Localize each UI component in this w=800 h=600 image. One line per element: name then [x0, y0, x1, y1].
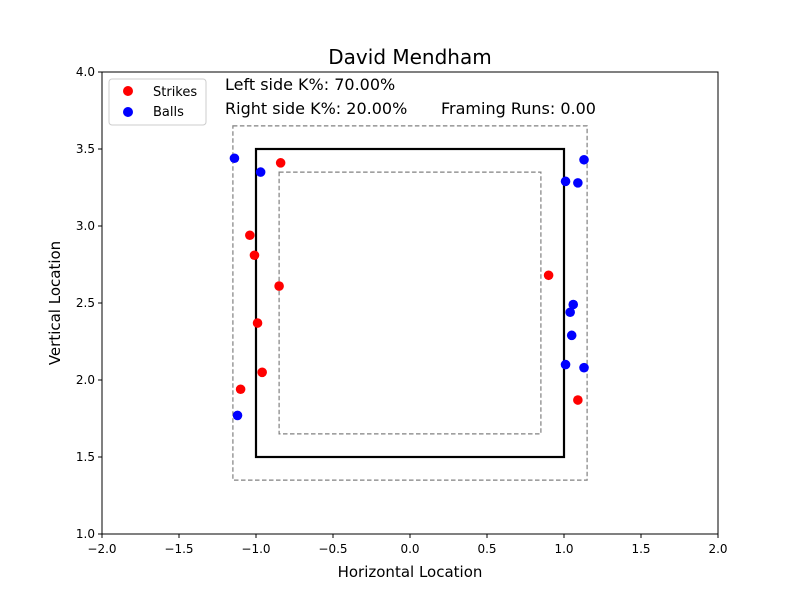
legend-marker-balls — [123, 107, 133, 117]
strike-point-3 — [274, 281, 284, 291]
strike-point-1 — [245, 230, 255, 241]
x-axis-label: Horizontal Location — [338, 563, 483, 581]
y-axis-label: Vertical Location — [46, 241, 64, 365]
x-tick-label: 2.0 — [708, 542, 727, 556]
ball-point-10 — [579, 362, 589, 373]
strike-point-7 — [543, 270, 554, 281]
ball-point-1 — [255, 167, 266, 177]
y-tick-label: 1.5 — [76, 450, 95, 464]
y-tick-label: 3.5 — [76, 142, 95, 156]
legend: Strikes Balls — [108, 78, 207, 126]
zone-rectangles — [232, 125, 588, 481]
legend-label-balls: Balls — [153, 105, 184, 120]
strike-zone — [254, 147, 566, 459]
y-tick-label: 3.0 — [76, 219, 95, 233]
y-tick-label: 2.0 — [76, 373, 95, 387]
ball-point-9 — [560, 359, 571, 370]
ball-point-2 — [232, 410, 243, 421]
ball-point-0 — [229, 153, 240, 164]
left-k-annotation: Left side K%: 70.00% — [225, 75, 395, 94]
x-tick-label: 1.0 — [554, 542, 573, 556]
strike-point-5 — [257, 367, 267, 378]
inner-zone — [278, 171, 542, 435]
chart-title: David Mendham — [328, 45, 491, 69]
x-tick-label: −1.5 — [164, 542, 193, 556]
y-tick-label: 2.5 — [76, 296, 95, 310]
x-tick-label: −1.0 — [241, 542, 270, 556]
strike-point-6 — [235, 384, 246, 395]
data-points — [229, 153, 589, 421]
x-tick-label: −2.0 — [87, 542, 116, 556]
x-tick-label: −0.5 — [318, 542, 347, 556]
ball-point-8 — [566, 330, 577, 341]
x-tick-label: 1.5 — [631, 542, 650, 556]
x-tick-label: 0.5 — [477, 542, 496, 556]
ball-point-6 — [568, 299, 579, 310]
x-tick-label: 0.0 — [400, 542, 419, 556]
y-axis-ticks: 1.0 1.5 2.0 2.5 3.0 3.5 4.0 — [76, 65, 102, 541]
ball-point-3 — [560, 176, 571, 187]
x-axis-ticks: −2.0 −1.5 −1.0 −0.5 0.0 0.5 1.0 1.5 2.0 — [87, 534, 728, 556]
outer-zone — [232, 125, 588, 481]
strike-point-0 — [275, 158, 286, 168]
plot-frame — [101, 71, 719, 535]
ball-point-7 — [565, 307, 575, 318]
right-k-annotation: Right side K%: 20.00% — [225, 99, 407, 118]
strike-point-2 — [249, 250, 260, 261]
y-tick-label: 1.0 — [76, 527, 95, 541]
ball-point-5 — [579, 154, 589, 165]
framing-runs-annotation: Framing Runs: 0.00 — [441, 99, 596, 118]
legend-marker-strikes — [123, 86, 133, 96]
legend-label-strikes: Strikes — [153, 85, 197, 100]
legend-box — [108, 78, 207, 126]
ball-point-4 — [573, 178, 583, 188]
y-tick-label: 4.0 — [76, 65, 95, 79]
strike-point-4 — [252, 318, 263, 328]
strike-point-8 — [573, 395, 583, 405]
